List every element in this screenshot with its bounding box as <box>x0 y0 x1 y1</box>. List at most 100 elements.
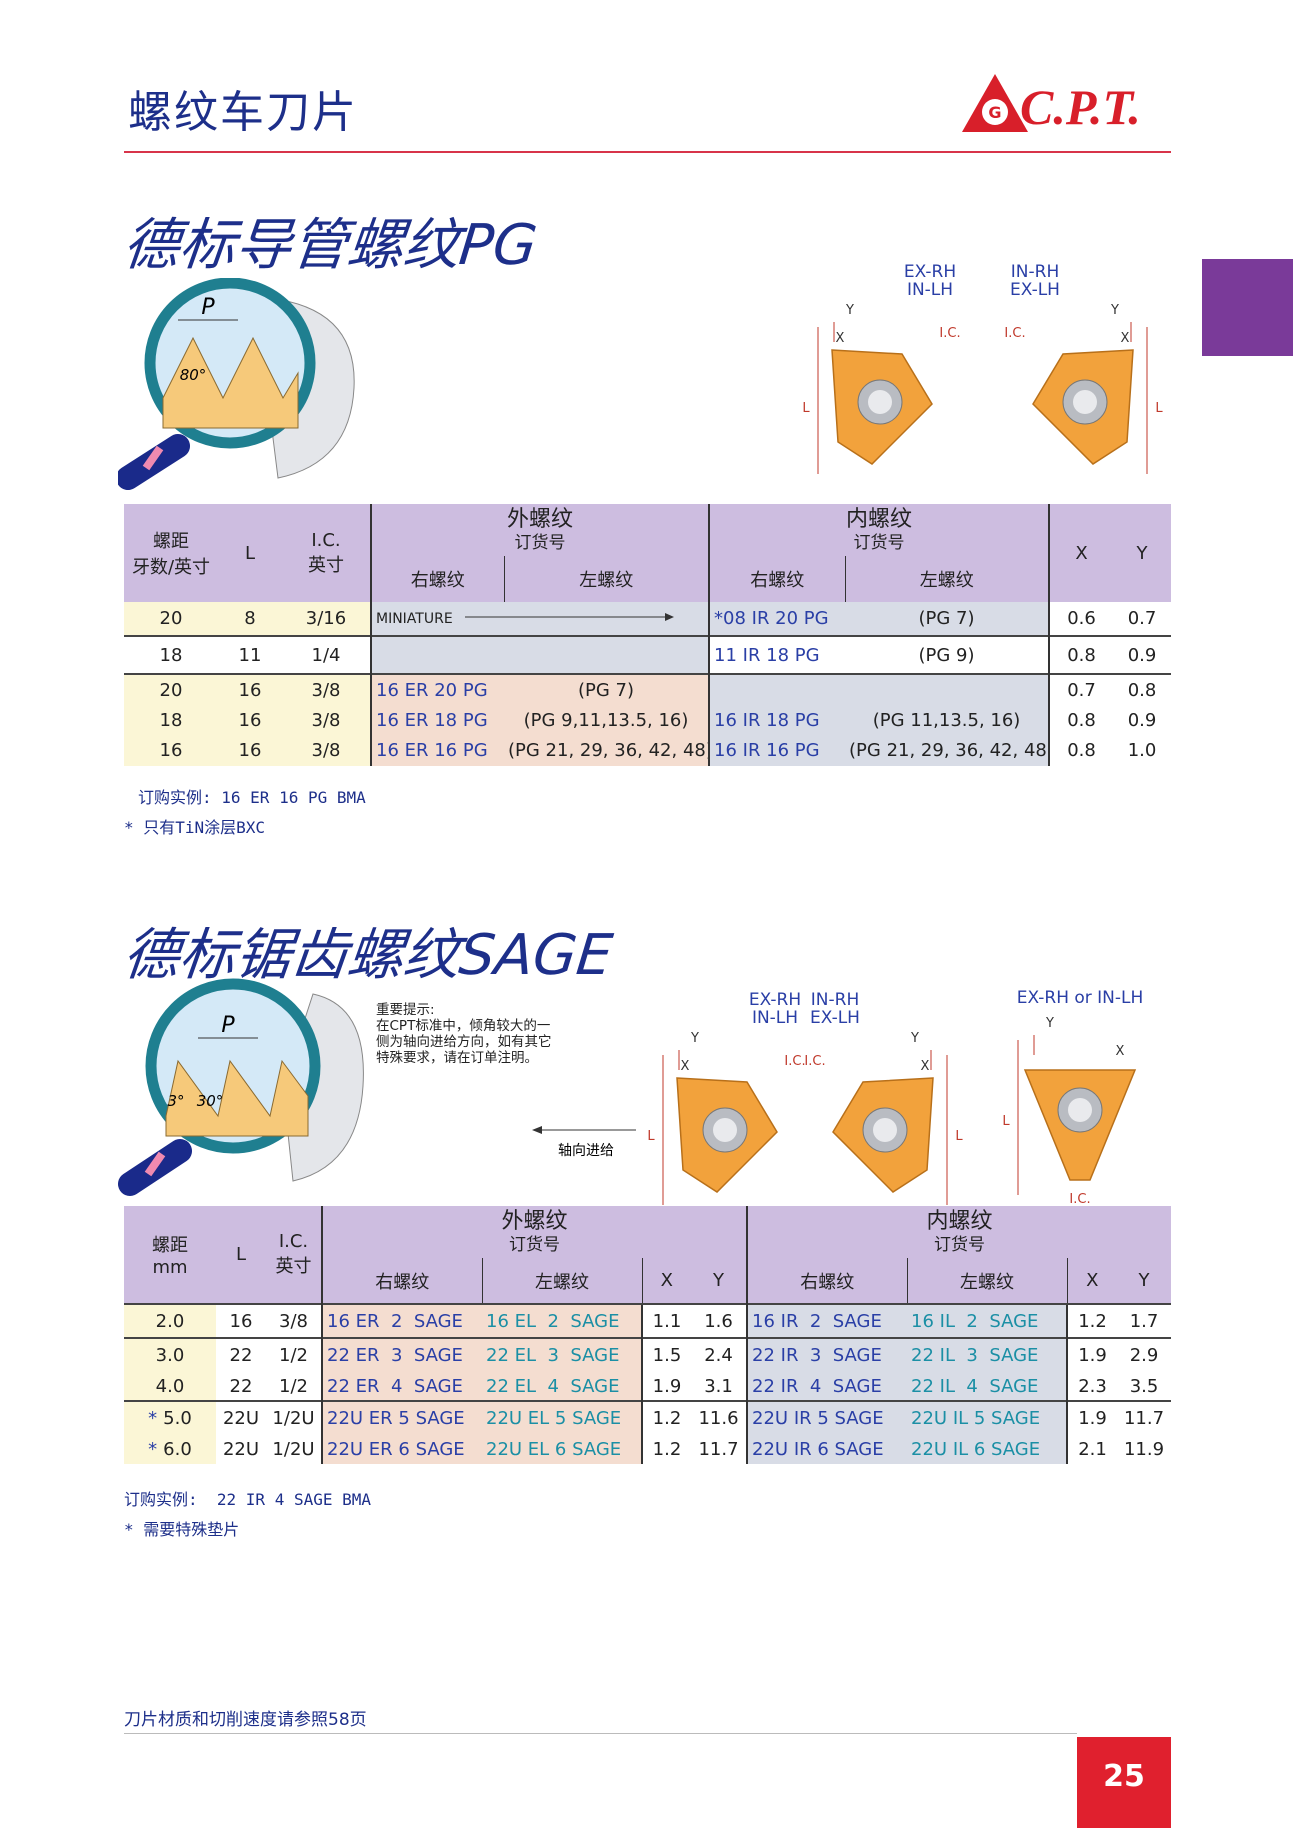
text: 0.7 <box>1127 608 1157 629</box>
text: 0.9 <box>1127 710 1157 731</box>
hand-label: EX-RH or IN-LH <box>1017 988 1144 1008</box>
hand-label: EX-RH <box>749 990 801 1010</box>
tr: 右螺纹 左螺纹 X Y 右螺纹 左螺纹 X Y <box>124 1258 1172 1304</box>
text: 2.3 <box>1066 1372 1118 1401</box>
th: I.C. 英寸 <box>266 1206 322 1304</box>
page-number: 25 <box>1077 1737 1171 1828</box>
text: 11.6 <box>691 1400 748 1435</box>
dim-label: L <box>955 1129 963 1144</box>
th: 内螺纹 订货号 <box>708 504 1050 556</box>
text: (PG 9,11,13.5, 16) <box>504 706 710 735</box>
tr: 右螺纹 左螺纹 右螺纹 左螺纹 <box>124 556 1171 602</box>
text: 左螺纹 <box>844 556 1050 602</box>
text: X <box>641 1258 691 1304</box>
hand-label: IN-LH <box>907 280 953 300</box>
circle <box>982 99 1008 125</box>
text: 1.9 <box>641 1372 691 1401</box>
text: 1/4 <box>282 635 371 674</box>
value: 5.0 <box>163 1408 192 1429</box>
text: 订货号 <box>509 1235 560 1255</box>
text: 22 ER 3 SAGE <box>321 1337 482 1372</box>
text: 2.9 <box>1117 1337 1172 1372</box>
tr: 螺距 mm L I.C. 英寸 外螺纹 订货号 内螺纹 订货号 <box>124 1206 1172 1304</box>
text: 1/2U <box>266 1400 322 1435</box>
text: 螺距 <box>153 531 189 552</box>
text: 16 ER 20 PG <box>370 673 504 706</box>
hand-label: EX-RH <box>904 262 956 282</box>
text: 22U IL 6 SAGE <box>907 1435 1068 1464</box>
hand-label: EX-LH <box>1010 280 1060 300</box>
text: 订货号 <box>853 533 905 553</box>
text: 0.8 <box>1048 635 1114 674</box>
hole <box>1073 390 1097 414</box>
tr: 2.0 16 3/8 16 ER 2 SAGE 16 EL 2 SAGE 1.1 1.6 16… <box>124 1303 1172 1338</box>
text: 0.6 <box>1048 602 1114 636</box>
mark: * <box>148 1439 158 1460</box>
dim-label: I.C. <box>1069 1192 1090 1205</box>
dim-label: Y <box>1110 303 1119 318</box>
insert-diagrams: LXYI.C.EX-RHIN-LHLXYI.C.IN-RHEX-LHLXYI.C… <box>647 988 1144 1205</box>
text: 16 EL 2 SAGE <box>482 1303 642 1338</box>
footnote: * 需要特殊垫片 <box>124 1520 240 1539</box>
text: 22 IR 4 SAGE <box>746 1372 908 1401</box>
tr: 4.0 22 1/2 22 ER 4 SAGE 22 EL 4 SAGE 1.9 3.1 22… <box>124 1372 1171 1401</box>
text: X <box>1066 1258 1118 1304</box>
tbody: 2.0 16 3/8 16 ER 2 SAGE 16 EL 2 SAGE 1.1 1.6 16… <box>124 1303 1172 1464</box>
text: 0.9 <box>1113 635 1172 674</box>
dim-label: Y <box>910 1031 919 1046</box>
text: 22 <box>229 1375 253 1397</box>
text: Y <box>1117 1258 1172 1304</box>
dim-label: I.C. <box>1004 326 1025 341</box>
text: 11 IR 18 PG <box>708 635 846 674</box>
dim-label: I.C. <box>939 326 960 341</box>
text: 2.4 <box>691 1337 748 1372</box>
text: 22U EL 6 SAGE <box>482 1435 642 1464</box>
text: 16 <box>218 673 282 706</box>
text: 1.9 <box>1066 1400 1118 1435</box>
tr: 3.0 22 1/2 22 ER 3 SAGE 22 EL 3 SAGE 1.5 2.4 22… <box>124 1337 1172 1372</box>
text: 16 ER 18 PG <box>370 706 504 735</box>
text: 内螺纹 <box>846 507 913 532</box>
text: 1.2 <box>641 1400 691 1435</box>
text: 3/16 <box>282 602 371 636</box>
tr: 16 16 3/8 16 ER 16 PG (PG 21, 29, 36, 42, 4… <box>124 735 1171 766</box>
text: 英寸 <box>275 1256 312 1277</box>
text: 螺距 <box>152 1235 188 1256</box>
dim-label: L <box>1155 401 1163 416</box>
th: 螺距 mm <box>124 1206 216 1304</box>
sage-table: 螺距 mm L I.C. 英寸 外螺纹 订货号 内螺纹 订货号 右螺纹 左螺纹 X Y 右螺纹… <box>124 1206 1172 1464</box>
text: I.C. <box>278 1231 309 1252</box>
dim-label: Y <box>690 1031 699 1046</box>
text: 16 IL 2 SAGE <box>907 1303 1068 1338</box>
tr: 18 16 3/8 16 ER 18 PG (PG 9,11,13.5, 16) 16… <box>124 706 1171 735</box>
dim-label: L <box>647 1129 655 1144</box>
text: 1.2 <box>1066 1303 1118 1338</box>
tr: * 6.0 22U 1/2U 22U ER 6 SAGE 22U EL 6 SAGE 1.2… <box>124 1435 1171 1464</box>
hand-label: IN-LH <box>752 1008 798 1028</box>
path <box>165 1059 309 1137</box>
hand-label: IN-RH <box>811 990 859 1010</box>
text: 8 <box>218 602 282 636</box>
text: G <box>988 103 1001 122</box>
text: Y <box>1113 504 1172 602</box>
text: 左螺纹 <box>503 556 710 602</box>
text: (PG 21, 29, 36, 42, 48) <box>845 735 1050 766</box>
text: 0.8 <box>1048 706 1114 735</box>
td <box>845 673 1050 706</box>
text: (PG 11,13.5, 16) <box>845 706 1050 735</box>
text: (PG 7) <box>504 673 710 706</box>
polygon <box>664 612 674 621</box>
text: MINIATURE <box>376 610 453 627</box>
line <box>142 445 164 471</box>
dim-label: X <box>681 1059 690 1074</box>
th: 螺距 牙数/英寸 <box>124 504 218 602</box>
text: 22 <box>216 1337 266 1372</box>
text: X <box>1048 504 1114 602</box>
text: 特殊要求，请在订单注明。 <box>376 1050 538 1066</box>
td <box>708 673 846 706</box>
text: 22 EL 3 SAGE <box>482 1337 642 1372</box>
text: 22U IL 5 SAGE <box>907 1400 1068 1435</box>
text: 22 IL 4 SAGE <box>907 1372 1068 1401</box>
